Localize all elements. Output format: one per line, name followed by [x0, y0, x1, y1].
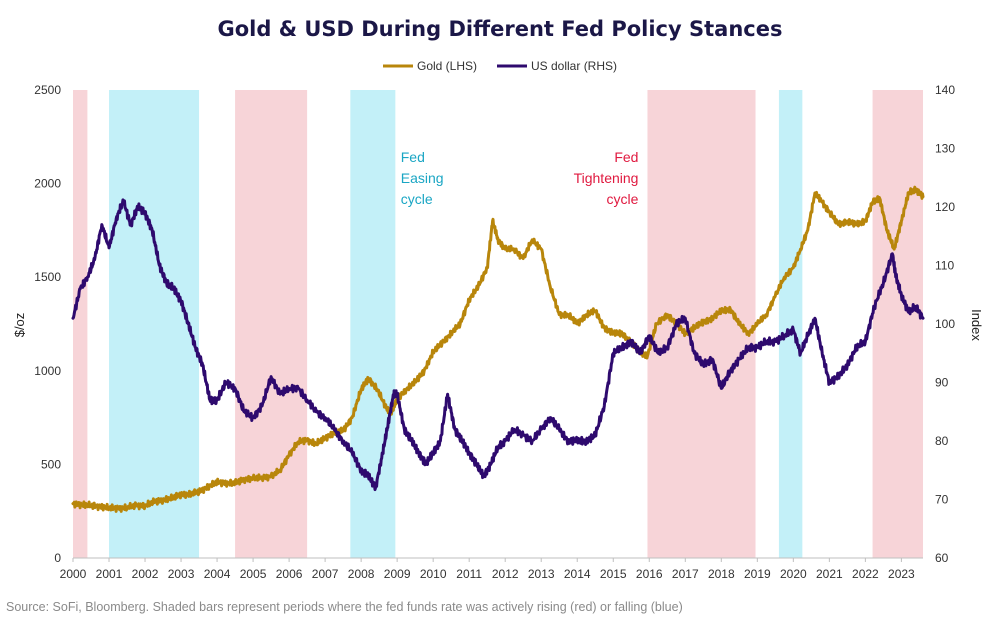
- y-axis-right-title: Index: [969, 309, 984, 341]
- y-left-tick-label: 2500: [34, 83, 61, 97]
- x-tick-label: 2017: [672, 567, 699, 581]
- x-tick-label: 2014: [564, 567, 591, 581]
- legend-label-gold: Gold (LHS): [417, 59, 477, 73]
- x-tick-label: 2023: [888, 567, 915, 581]
- x-tick-label: 2004: [204, 567, 231, 581]
- y-right-tick-label: 130: [935, 142, 955, 156]
- shaded-period-easing: [350, 90, 396, 558]
- x-tick-label: 2022: [852, 567, 879, 581]
- shaded-periods: [73, 90, 923, 558]
- shaded-period-easing: [109, 90, 200, 558]
- x-tick-label: 2011: [456, 567, 482, 581]
- x-tick-label: 2013: [528, 567, 555, 581]
- y-left-tick-label: 2000: [34, 177, 61, 191]
- annotation-line: Tightening: [574, 170, 639, 186]
- y-right-tick-label: 80: [935, 434, 949, 448]
- legend-label-usd: US dollar (RHS): [531, 59, 617, 73]
- x-tick-label: 2010: [420, 567, 447, 581]
- shaded-period-tightening: [235, 90, 308, 558]
- gold-series-line: [71, 185, 925, 513]
- easing-cycle-annotation: Fed Easing cycle: [401, 149, 444, 207]
- x-tick-label: 2020: [780, 567, 807, 581]
- chart-title: Gold & USD During Different Fed Policy S…: [218, 17, 783, 41]
- y-right-tick-label: 60: [935, 551, 949, 565]
- annotation-line: cycle: [607, 191, 639, 207]
- x-tick-label: 2008: [348, 567, 375, 581]
- x-tick-label: 2005: [240, 567, 267, 581]
- x-tick-label: 2018: [708, 567, 735, 581]
- x-tick-label: 2009: [384, 567, 411, 581]
- y-right-tick-label: 70: [935, 493, 949, 507]
- tightening-cycle-annotation: Fed Tightening cycle: [574, 149, 639, 207]
- x-tick-label: 2006: [276, 567, 303, 581]
- x-tick-label: 2003: [168, 567, 195, 581]
- annotation-line: Fed: [614, 149, 638, 165]
- y-left-tick-label: 1000: [34, 364, 61, 378]
- x-tick-label: 2015: [600, 567, 627, 581]
- y-right-tick-label: 110: [935, 259, 954, 273]
- y-axis-left-title: $/oz: [12, 313, 27, 338]
- series-lines: [71, 185, 925, 513]
- axes: 2000 2001 2002 2003 2004 2005 2006 2007 2008 2009…: [34, 83, 955, 581]
- y-right-tick-label: 120: [935, 200, 955, 214]
- annotations: Fed Easing cycle Fed Tightening cycle: [401, 149, 639, 207]
- annotation-line: cycle: [401, 191, 433, 207]
- y-right-tick-label: 140: [935, 83, 955, 97]
- y-right-tick-label: 100: [935, 317, 955, 331]
- source-note: Source: SoFi, Bloomberg. Shaded bars rep…: [6, 600, 683, 614]
- legend: Gold (LHS) US dollar (RHS): [383, 59, 617, 73]
- x-tick-label: 2007: [312, 567, 339, 581]
- y-left-tick-label: 0: [54, 551, 61, 565]
- annotation-line: Easing: [401, 170, 444, 186]
- shaded-period-tightening: [73, 90, 88, 558]
- x-tick-label: 2016: [636, 567, 663, 581]
- x-tick-label: 2002: [132, 567, 159, 581]
- x-tick-label: 2012: [492, 567, 519, 581]
- y-left-tick-label: 500: [41, 457, 61, 471]
- usd-series-line: [71, 198, 925, 492]
- x-tick-label: 2000: [60, 567, 87, 581]
- annotation-line: Fed: [401, 149, 425, 165]
- x-tick-label: 2001: [96, 567, 123, 581]
- shaded-period-easing: [778, 90, 803, 558]
- y-right-tick-label: 90: [935, 376, 949, 390]
- y-left-tick-label: 1500: [34, 270, 61, 284]
- x-tick-label: 2019: [744, 567, 771, 581]
- shaded-period-tightening: [872, 90, 923, 558]
- x-tick-label: 2021: [816, 567, 843, 581]
